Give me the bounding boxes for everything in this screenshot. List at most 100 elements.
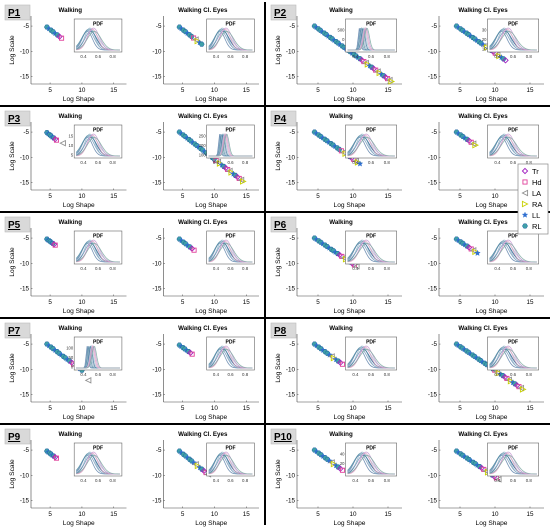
p6-closed-eyes-ytick-label-3: -15: [428, 285, 438, 292]
p5-closed-eyes-ytick-label-3: -15: [152, 285, 162, 292]
p7-closed-eyes-inset-xtick-1: 0.4: [213, 372, 220, 377]
p10-closed-eyes-title: Walking Cl. Eyes: [458, 431, 508, 438]
panel-badge-p9: [4, 428, 31, 445]
p7-walking-y-label: Log Scale: [9, 353, 16, 383]
p3-closed-eyes-inset-ytick-3: 100: [199, 153, 207, 158]
p10-walking-inset-xtick-1: 0.4: [352, 478, 359, 483]
p7-walking-inset-curve-9: [76, 346, 120, 369]
legend: Tr Hd LA RA LL RL: [517, 163, 549, 235]
p1-closed-eyes-inset-title: PDF: [226, 22, 236, 28]
p1-closed-eyes-x-label: Log Shape: [195, 96, 227, 103]
p5-closed-eyes-xtick-label-3: 15: [243, 299, 251, 306]
panel-p5: P5 Walking 5 10 15 -5 -10 -15 Log Shape Log Scale…: [4, 216, 259, 315]
p1-walking-subplot: Walking 5 10 15 -5 -10 -15 Log Shape Log Scale PD…: [9, 7, 127, 103]
p4-walking-ytick-label-3: -15: [286, 179, 296, 186]
p2-closed-eyes-inset-xtick-1: 0.4: [494, 54, 501, 59]
p8-walking-xtick-label-1: 5: [316, 405, 320, 412]
p10-closed-eyes-ytick-label-1: -5: [431, 447, 437, 454]
p1-walking-inset-xtick-3: 0.8: [110, 54, 117, 59]
p3-walking-xtick-label-1: 5: [48, 193, 52, 200]
p7-closed-eyes-ytick-label-1: -5: [156, 341, 162, 348]
p2-walking-x-label: Log Shape: [334, 96, 366, 103]
p4-closed-eyes-title: Walking Cl. Eyes: [458, 113, 508, 120]
p4-walking-y-label: Log Scale: [275, 141, 282, 171]
legend-marker-ll: [521, 211, 529, 218]
p9-walking-point-8: [53, 455, 59, 461]
p8-closed-eyes-x-label: Log Shape: [476, 414, 508, 421]
legend-marker-tr: [521, 167, 529, 175]
p4-walking-inset-xtick-2: 0.6: [368, 160, 375, 165]
p10-walking-ytick-label-2: -10: [286, 472, 296, 479]
p2-walking-point-40: [388, 78, 396, 85]
legend-marker-ra: [521, 200, 529, 208]
p7-walking-subplot: Walking 5 10 15 -5 -10 -15 Log Shape Log Scale PD…: [9, 325, 127, 421]
p4-walking-ytick-label-1: -5: [289, 129, 295, 136]
p6-walking-xtick-label-2: 10: [349, 299, 357, 306]
p3-closed-eyes-xtick-label-1: 5: [181, 193, 185, 200]
p9-closed-eyes-inset-xtick-2: 0.6: [227, 478, 234, 483]
p4-walking-subplot: Walking 5 10 15 -5 -10 -15 Log Shape Log Scale PD…: [275, 113, 402, 209]
p6-closed-eyes-title: Walking Cl. Eyes: [458, 219, 508, 226]
p10-walking-inset-xtick-2: 0.6: [368, 478, 375, 483]
p8-walking-inset-xtick-2: 0.6: [368, 372, 375, 377]
p10-closed-eyes-x-label: Log Shape: [476, 520, 508, 527]
p6-closed-eyes-point-6: [464, 243, 470, 249]
p10-closed-eyes-inset-curve-9: [489, 454, 537, 475]
p1-walking-inset-curve-9: [76, 30, 120, 51]
p5-closed-eyes-ytick-label-2: -10: [152, 260, 162, 267]
p3-walking-point-8: [53, 137, 59, 143]
p9-closed-eyes-xtick-label-2: 10: [211, 511, 219, 518]
p9-walking-ytick-label-2: -10: [20, 472, 30, 479]
p1-walking-y-label: Log Scale: [9, 35, 16, 65]
p6-walking-inset-xtick-3: 0.8: [384, 266, 391, 271]
p7-closed-eyes-inset-title: PDF: [226, 340, 236, 346]
p3-walking-inset-ytick-3: 5: [71, 153, 74, 158]
p5-walking-ytick-label-2: -10: [20, 260, 30, 267]
p2-closed-eyes-point-25: [502, 57, 509, 64]
p5-walking-y-label: Log Scale: [9, 247, 16, 277]
p5-walking-point-8: [52, 242, 58, 248]
p2-walking-inset-title: PDF: [366, 22, 376, 28]
legend-marker-hd: [522, 179, 528, 185]
p6-closed-eyes-xtick-label-3: 15: [526, 299, 534, 306]
p7-walking-x-label: Log Shape: [63, 414, 95, 421]
p2-closed-eyes-inset-title: PDF: [508, 22, 518, 28]
p1-walking-ytick-label-1: -5: [23, 23, 29, 30]
p4-walking-inset-title: PDF: [366, 128, 376, 134]
p3-walking-xtick-label-3: 15: [110, 193, 118, 200]
p1-walking-xtick-label-3: 15: [110, 87, 118, 94]
p1-walking-inset-xtick-1: 0.4: [80, 54, 87, 59]
p8-closed-eyes-point-34: [519, 386, 527, 393]
p9-closed-eyes-inset-xtick-1: 0.4: [213, 478, 220, 483]
p7-walking-title: Walking: [59, 325, 83, 332]
p3-walking-inset-ytick-1: 15: [69, 134, 74, 139]
p2-closed-eyes-xtick-label-3: 15: [526, 87, 534, 94]
p8-walking-xtick-label-3: 15: [384, 405, 392, 412]
panel-badge-p6: [270, 216, 297, 233]
panel-badge-p4: [270, 110, 297, 127]
p1-walking-title: Walking: [59, 7, 83, 14]
p5-closed-eyes-point-6: [186, 244, 193, 250]
p7-closed-eyes-inset-xtick-2: 0.6: [227, 372, 234, 377]
p9-closed-eyes-inset-title: PDF: [226, 446, 236, 452]
p10-walking-y-label: Log Scale: [275, 459, 282, 489]
p8-walking-ytick-label-2: -10: [286, 366, 296, 373]
p7-closed-eyes-inset-frame: [206, 336, 255, 371]
p5-closed-eyes-xtick-label-1: 5: [181, 299, 185, 306]
panel-label-p10: P10: [274, 432, 292, 443]
p4-closed-eyes-inset-xtick-1: 0.4: [494, 160, 501, 165]
p1-closed-eyes-xtick-label-2: 10: [211, 87, 219, 94]
p2-closed-eyes-ytick-label-3: -15: [428, 73, 438, 80]
p5-closed-eyes-x-label: Log Shape: [195, 308, 227, 315]
p7-walking-inset-xtick-1: 0.4: [80, 372, 87, 377]
p4-walking-inset-curve-9: [347, 136, 395, 157]
p1-walking-x-label: Log Shape: [63, 96, 95, 103]
p1-walking-point-6: [54, 32, 61, 38]
p2-closed-eyes-inset-xtick-2: 0.6: [510, 54, 517, 59]
p2-walking-inset-xtick-1: 0.4: [352, 54, 359, 59]
p10-closed-eyes-point-21: [494, 475, 502, 483]
p9-walking-ytick-label-1: -5: [23, 447, 29, 454]
p3-walking-inset-xtick-2: 0.6: [95, 160, 102, 165]
p7-walking-ytick-label-1: -5: [23, 341, 29, 348]
p4-closed-eyes-x-label: Log Shape: [476, 202, 508, 209]
